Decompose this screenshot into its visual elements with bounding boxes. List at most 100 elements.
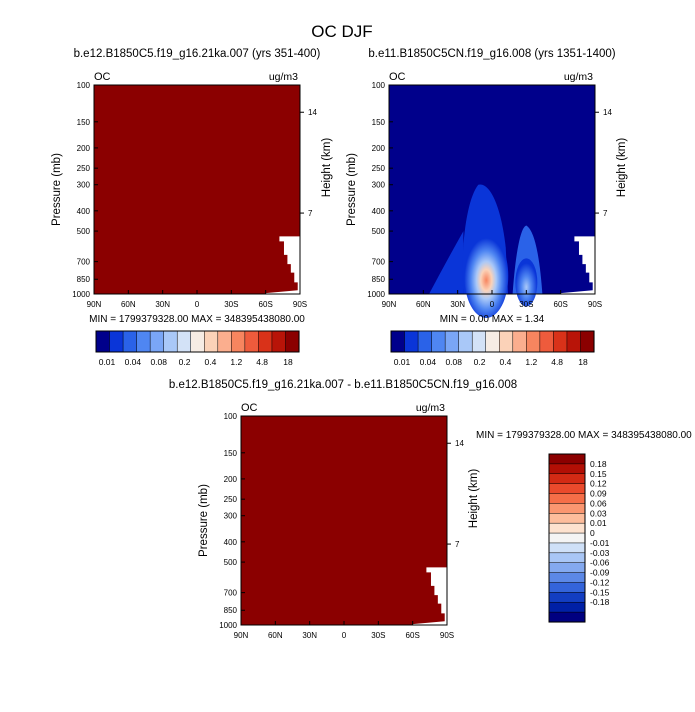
colorbar-box <box>95 330 111 353</box>
colorbar-frame <box>548 453 586 623</box>
colorbar-label: -0.18 <box>590 597 610 607</box>
colorbar-box <box>566 330 582 353</box>
colorbar-box <box>204 330 219 353</box>
colorbar-box <box>548 592 586 603</box>
colorbar-label: -0.12 <box>590 577 610 587</box>
x-tick-label: 60N <box>268 631 283 640</box>
min-max-label: MIN = 1799379328.00 MAX = 348395438080.0… <box>89 314 305 325</box>
y-tick-label: 850 <box>77 275 91 284</box>
x-tick-label: 0 <box>195 300 200 309</box>
units-label: ug/m3 <box>416 402 445 414</box>
plot-area <box>241 416 447 625</box>
right-tick-label: 14 <box>308 108 317 117</box>
colorbar-label: 0.01 <box>394 357 411 367</box>
colorbar-box <box>285 330 300 353</box>
y-tick-label: 100 <box>372 81 386 90</box>
colorbar-box <box>548 463 586 475</box>
y-tick-label: 850 <box>224 606 238 615</box>
x-tick-label: 60S <box>554 300 568 309</box>
colorbar-box <box>548 532 586 544</box>
y-tick-label: 700 <box>224 589 238 598</box>
colorbar-box <box>271 330 287 353</box>
colorbar-label: 0.04 <box>420 357 437 367</box>
y-tick-label: 150 <box>77 118 91 127</box>
x-tick-label: 60S <box>259 300 273 309</box>
colorbar-label: 0.09 <box>590 489 607 499</box>
y-axis-label: Pressure (mb) <box>198 484 210 557</box>
missing-data-region <box>412 567 447 625</box>
x-tick-label: 90N <box>382 300 397 309</box>
colorbar-label: -0.15 <box>590 587 610 597</box>
colorbar-label: 0.2 <box>474 357 486 367</box>
colorbar-box <box>548 552 586 564</box>
y-tick-label: 500 <box>372 227 386 236</box>
colorbar-label: 0.08 <box>445 357 462 367</box>
field-fill <box>94 85 300 294</box>
colorbar-box <box>458 330 473 353</box>
missing-data-region <box>265 236 300 294</box>
colorbar-label: 0.12 <box>590 479 607 489</box>
x-tick-label: 0 <box>342 631 347 640</box>
plume-outer-north <box>429 231 464 294</box>
colorbar-label: -0.06 <box>590 558 610 568</box>
y-tick-label: 1000 <box>72 290 90 299</box>
panel-title: b.e12.B1850C5.f19_g16.21ka.007 (yrs 351-… <box>74 48 321 60</box>
min-max-label: MIN = 1799379328.00 MAX = 348395438080.0… <box>476 430 692 441</box>
colorbar-frame <box>390 330 595 353</box>
field-fill <box>241 416 447 625</box>
y-tick-label: 100 <box>77 81 91 90</box>
y-tick-label: 400 <box>372 207 386 216</box>
colorbar-box <box>526 330 541 353</box>
y-tick-label: 200 <box>77 144 91 153</box>
colorbar-label: 18 <box>283 357 293 367</box>
colorbar-label: 0.01 <box>99 357 116 367</box>
y-tick-label: 250 <box>372 164 386 173</box>
colorbar-label: 18 <box>578 357 588 367</box>
y-tick-label: 200 <box>372 144 386 153</box>
colorbar-box <box>390 330 406 353</box>
colorbar-label: 0.4 <box>205 357 217 367</box>
y-tick-label: 1000 <box>367 290 385 299</box>
colorbar-box <box>499 330 514 353</box>
x-tick-label: 30N <box>155 300 170 309</box>
colorbar-box <box>553 330 568 353</box>
colorbar-box <box>539 330 554 353</box>
colorbar-frame <box>95 330 300 353</box>
y-tick-label: 250 <box>224 495 238 504</box>
colorbar-label: 4.8 <box>256 357 268 367</box>
x-tick-label: 90S <box>440 631 454 640</box>
colorbar: 0.01 0.04 0.08 0.2 0.4 1.2 4.8 18 <box>95 330 300 367</box>
colorbar-box <box>404 330 419 353</box>
colorbar-label: 0.4 <box>500 357 512 367</box>
x-tick-label: 90N <box>87 300 102 309</box>
panel-title: b.e12.B1850C5.f19_g16.21ka.007 - b.e11.B… <box>169 379 517 391</box>
colorbar-box <box>471 330 487 353</box>
colorbar-box <box>109 330 124 353</box>
y-tick-label: 400 <box>77 207 91 216</box>
x-tick-label: 30N <box>302 631 317 640</box>
plume-core-central <box>464 233 509 318</box>
y-tick-label: 500 <box>77 227 91 236</box>
y-axis-right-label: Height (km) <box>321 138 333 198</box>
colorbar-box <box>580 330 595 353</box>
y-axis-right-label: Height (km) <box>468 469 480 529</box>
y-axis-right-label: Height (km) <box>616 138 628 198</box>
colorbar-label: -0.03 <box>590 548 610 558</box>
colorbar-label: 0 <box>590 528 595 538</box>
colorbar-label: 0.03 <box>590 508 607 518</box>
colorbar-label: 4.8 <box>551 357 563 367</box>
colorbar-box <box>548 493 586 504</box>
x-tick-label: 30S <box>224 300 238 309</box>
colorbar-box <box>231 330 246 353</box>
missing-data-region <box>560 236 595 294</box>
x-tick-label: 90N <box>234 631 249 640</box>
y-tick-label: 1000 <box>219 621 237 630</box>
colorbar-box <box>548 473 586 485</box>
x-tick-label: 30N <box>450 300 465 309</box>
colorbar-box <box>512 330 527 353</box>
units-label: ug/m3 <box>564 71 593 83</box>
y-tick-label: 200 <box>224 475 238 484</box>
colorbar-box <box>190 330 205 353</box>
x-tick-label: 60N <box>416 300 431 309</box>
